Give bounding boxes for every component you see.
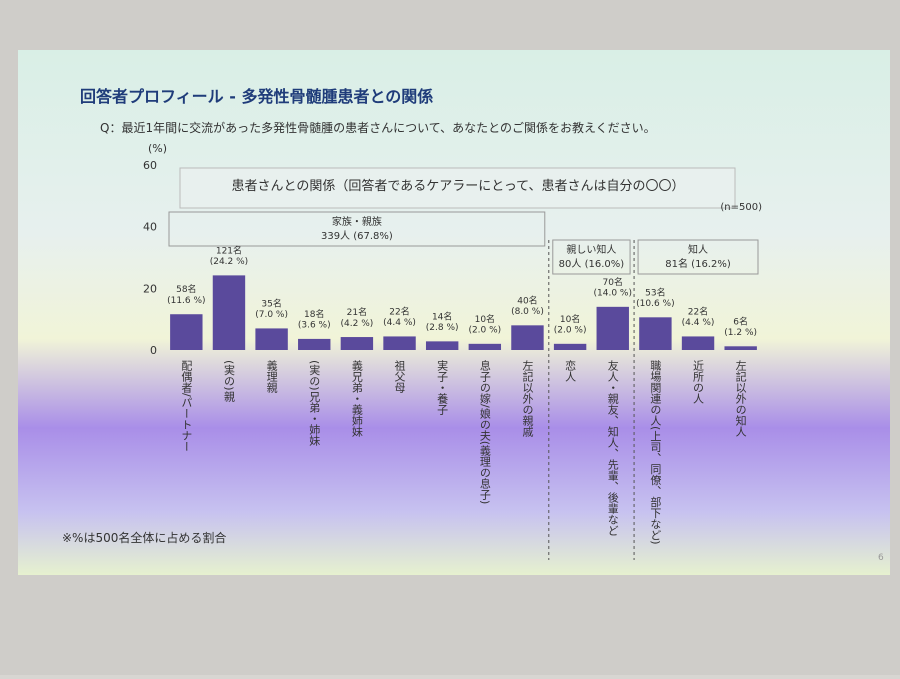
x-tick-label: 左記以外の親戚 [521,360,534,438]
value-label: 10名(2.0 %) [554,313,587,336]
value-label: 18名(3.6 %) [298,308,331,331]
y-tick-label: 60 [143,159,157,172]
value-label: 53名(10.6 %) [636,286,674,309]
bar [596,306,629,350]
x-tick-label: 祖父母 [393,359,406,394]
x-tick-label: 近所の人 [692,360,705,404]
x-tick-label: (実の)兄弟・姉妹 [308,360,321,446]
value-label: 10名(2.0 %) [468,313,501,336]
x-tick-label: 義兄弟・義姉妹 [350,359,363,438]
value-label: 22名(4.4 %) [682,305,715,328]
y-tick-label: 0 [150,344,157,357]
slide-title: 回答者プロフィール - 多発性骨髄腫患者との関係 [80,87,433,106]
x-tick-label: 義理親 [265,359,278,393]
value-label: 58名(11.6 %) [167,283,205,306]
y-axis-label: (%) [148,142,167,155]
page-number: 6 [878,553,884,563]
x-tick-label: 息子の嫁/娘の夫(義理の息子) [478,359,491,505]
group-name: 親しい知人 [566,243,616,256]
y-tick-label: 20 [143,282,157,295]
bar [724,346,757,350]
bar [425,341,459,350]
value-label: 35名(7.0 %) [255,297,288,320]
group-box [168,211,546,247]
bar [212,275,246,350]
bar [468,343,502,350]
group-total: 339人 (67.8%) [321,230,393,242]
question: Q：最近1年間に交流があった多発性骨髄腫の患者さんについて、あなたとのご関係をお… [100,120,656,135]
group-name: 家族・親族 [332,215,382,228]
x-tick-label: 職場関連の人(上司、同僚、部下など) [649,360,662,545]
bar [639,317,672,350]
value-label: 22名(4.4 %) [383,305,416,328]
value-label: 121名(24.2 %) [210,244,248,267]
bar [340,337,374,350]
value-label: 14名(2.8 %) [426,310,459,333]
value-label: 40名(8.0 %) [511,294,544,317]
sample-size: (n=500) [720,202,762,213]
value-label: 21名(4.2 %) [341,306,374,329]
x-tick-label: (実の)親 [222,360,235,402]
bar [383,336,416,350]
x-tick-label: 左記以外の知人 [734,360,747,437]
group-total: 81名 (16.2%) [665,257,731,270]
bar [511,325,544,350]
group-box [637,239,759,275]
x-tick-label: 友人・親友、知人、先輩、後輩など [606,359,619,536]
value-label: 6名(1.2 %) [724,315,757,338]
group-name: 知人 [688,243,708,256]
chart-title: 患者さんとの関係（回答者であるケアラーにとって、患者さんは自分の〇〇） [231,178,684,194]
bar [255,328,288,350]
chart-title-box [179,167,736,209]
footnote: ※%は500名全体に占める割合 [62,530,226,545]
group-box [552,239,631,275]
bar [681,336,715,350]
y-tick-label: 40 [143,221,157,234]
x-tick-label: 配偶者/パートナー [180,360,193,452]
x-tick-label: 実子・養子 [436,359,449,415]
bar [298,338,331,350]
x-tick-label: 恋人 [564,359,577,382]
group-total: 80人 (16.0%) [559,258,625,270]
bar [170,314,203,350]
slide-background [18,50,890,575]
value-label: 70名(14.0 %) [594,276,632,299]
bar [553,343,587,350]
